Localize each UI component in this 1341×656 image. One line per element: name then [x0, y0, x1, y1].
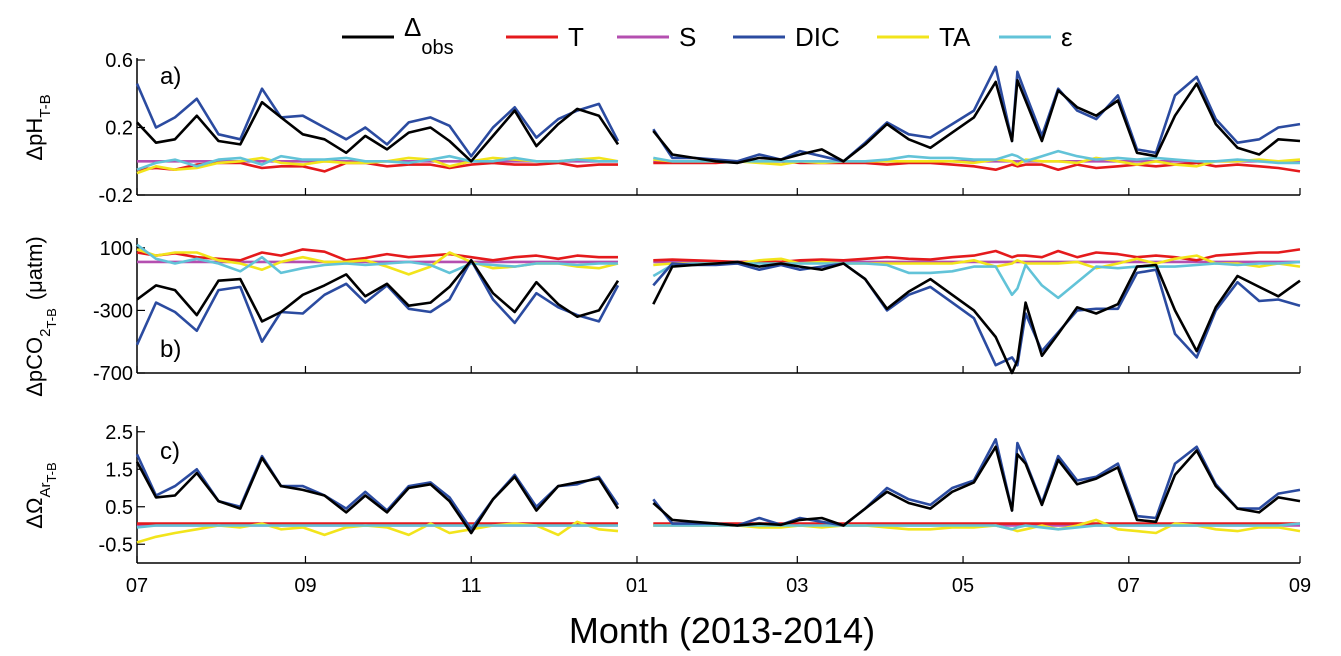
legend-label: Δobs	[404, 12, 454, 59]
legend-entry: Δobs	[342, 12, 454, 59]
legend-entry: T	[506, 22, 584, 52]
y-tick-label: 0.2	[105, 118, 133, 140]
x-tick-label: 09	[294, 575, 316, 597]
series-line-DIC	[652, 65, 1301, 163]
series-line-Δobs	[136, 258, 620, 323]
x-tick-label: 07	[1118, 575, 1140, 597]
y-axis-label: ΔpHT-B	[22, 94, 54, 160]
y-tick-label: -300	[93, 300, 133, 322]
panel-b: 100 -300 -700 b) ΔpCO2T-B(μatm)	[22, 236, 1301, 397]
y-tick-label: -0.5	[99, 534, 133, 556]
series-line-ε	[652, 260, 1301, 300]
legend: Δobs T S DIC TA ε	[342, 12, 1073, 59]
legend-label: DIC	[795, 22, 840, 52]
legend-label: TA	[939, 22, 971, 52]
panel-c: 2.5 1.5 0.5 -0.5 c) ΔΩArT-B	[22, 422, 1301, 564]
series-line-Δobs	[652, 260, 1301, 375]
legend-entry: TA	[877, 22, 971, 52]
x-tick-label: 11	[461, 575, 482, 597]
panel-label: a)	[160, 63, 181, 90]
y-tick-label: -0.2	[99, 185, 133, 207]
series-line-ε	[136, 154, 618, 171]
y-tick-label: 1.5	[105, 459, 133, 481]
series-line-ε	[136, 243, 618, 275]
series-line-Δobs	[135, 456, 620, 535]
x-tick-label: 05	[952, 575, 974, 597]
panel-a: 0.6 0.2 -0.2 a) ΔpHT-B	[22, 50, 1301, 207]
series-line-DIC	[135, 258, 620, 346]
x-tick-label: 07	[126, 575, 148, 597]
y-tick-label: 2.5	[105, 422, 133, 444]
x-axis: 07 09 11 01 03 05 07 09	[126, 575, 1311, 597]
series-line-TA	[653, 156, 1301, 168]
y-tick-label: 0.5	[105, 497, 133, 519]
x-axis-label: Month (2013-2014)	[569, 610, 875, 651]
y-tick-label: -700	[93, 363, 133, 385]
x-tick-label: 01	[626, 575, 648, 597]
series-line-DIC	[135, 83, 620, 158]
legend-entry: S	[617, 22, 696, 52]
y-tick-label: 100	[100, 238, 133, 260]
series-line-ε	[653, 149, 1300, 165]
panel-label: c)	[160, 438, 180, 465]
x-tick-label: 09	[1289, 575, 1311, 597]
legend-label: ε	[1061, 22, 1073, 52]
series-line-Δobs	[652, 79, 1301, 165]
legend-label: T	[568, 22, 584, 52]
series-line-DIC	[135, 453, 620, 531]
series-line-DIC	[652, 437, 1301, 527]
series-line-DIC	[652, 262, 1301, 367]
y-axis-label: ΔpCO2T-B(μatm)	[22, 236, 59, 397]
series-line-Δobs	[136, 100, 620, 163]
series-line-Δobs	[652, 445, 1301, 527]
y-axis-label: ΔΩArT-B	[22, 462, 59, 528]
panel-label: b)	[160, 336, 181, 363]
legend-entry: DIC	[733, 22, 840, 52]
series-line-TA	[653, 254, 1301, 270]
series-line-T	[653, 248, 1301, 264]
series-line-T	[136, 248, 618, 262]
y-tick-label: 0.6	[105, 50, 133, 72]
x-tick-label: 03	[786, 575, 808, 597]
series-line-ε	[136, 524, 618, 529]
legend-label: S	[679, 22, 696, 52]
legend-entry: ε	[999, 22, 1073, 52]
